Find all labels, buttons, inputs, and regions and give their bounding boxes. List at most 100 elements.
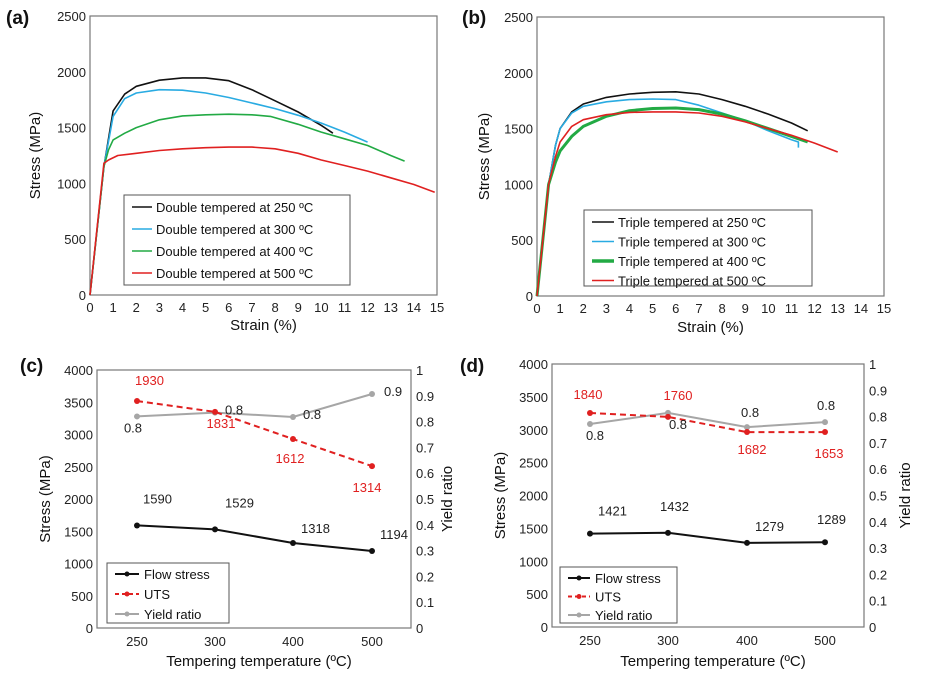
x-tick-label: 11: [785, 301, 799, 316]
series-line: [89, 146, 435, 296]
y-tick-label: 2000: [57, 65, 86, 80]
series-line: [89, 77, 334, 296]
legend-label: Double tempered at 500 ºC: [156, 266, 313, 281]
data-point: [744, 539, 750, 546]
series-line: [89, 113, 405, 296]
y-tick-label: 0: [526, 289, 533, 304]
y-axis-label: Stress (MPa): [476, 113, 493, 201]
legend-label: UTS: [595, 590, 621, 605]
y2-tick-label: 0.1: [869, 594, 887, 609]
data-label: 0.8: [817, 398, 835, 413]
data-point: [587, 409, 593, 416]
x-tick-label: 14: [407, 300, 421, 315]
x-tick-label: 0: [86, 300, 93, 315]
x-tick-label: 4: [179, 300, 186, 315]
x-tick-label: 6: [672, 301, 679, 316]
legend: Double tempered at 250 ºC Double tempered…: [123, 194, 351, 286]
y2-tick-label: 0: [416, 621, 423, 636]
data-point: [665, 413, 671, 420]
data-point: [369, 547, 375, 554]
legend: Flow stress UTS Yield ratio: [106, 562, 230, 624]
chart-panel-c: (c)05001000150020002500300035004000Stres…: [20, 356, 456, 670]
legend-label: Triple tempered at 250 ºC: [618, 215, 766, 230]
data-label: 1279: [755, 519, 784, 534]
y-tick-label: 1500: [504, 122, 533, 137]
legend-label: Flow stress: [595, 571, 661, 586]
data-point: [744, 429, 750, 436]
legend: Flow stress UTS Yield ratio: [559, 566, 678, 624]
y-tick-label: 2500: [64, 460, 93, 475]
y-tick-label: 1000: [64, 557, 93, 572]
series-line: [589, 412, 825, 434]
data-label: 1930: [135, 373, 164, 388]
y2-tick-label: 1: [416, 363, 423, 378]
x-tick-label: 15: [430, 300, 444, 315]
data-point: [587, 530, 593, 537]
series-line: [136, 393, 373, 419]
x-tick-label: 0: [533, 301, 540, 316]
x-tick-label: 250: [126, 634, 148, 649]
y-tick-label: 2500: [504, 10, 533, 25]
x-tick-label: 12: [360, 300, 374, 315]
y-tick-label: 3500: [64, 395, 93, 410]
legend-label: Triple tempered at 300 ºC: [618, 235, 766, 250]
series-line: [89, 88, 368, 296]
legend-box: [583, 209, 813, 287]
y2-tick-label: 0.6: [416, 466, 434, 481]
x-tick-label: 300: [657, 633, 679, 648]
series-line: [589, 531, 826, 544]
x-tick-label: 9: [295, 300, 302, 315]
legend-label: Double tempered at 400 ºC: [156, 244, 313, 259]
data-label: 0.8: [303, 407, 321, 422]
legend-label: Triple tempered at 500 ºC: [618, 274, 766, 289]
x-tick-label: 300: [204, 634, 226, 649]
x-tick-label: 400: [736, 633, 758, 648]
x-tick-label: 1: [110, 300, 117, 315]
data-label: 0.8: [124, 420, 142, 435]
y-tick-label: 2500: [519, 456, 548, 471]
series-line: [536, 111, 838, 297]
x-axis-label: Tempering temperature (ºC): [620, 653, 806, 670]
x-tick-label: 5: [202, 300, 209, 315]
x-axis-label: Tempering temperature (ºC): [166, 653, 352, 670]
y2-tick-label: 0.3: [869, 541, 887, 556]
y2-tick-label: 0.4: [869, 515, 887, 530]
data-label: 1612: [276, 451, 305, 466]
legend-label: Triple tempered at 400 ºC: [618, 254, 766, 269]
y2-tick-label: 0.5: [416, 492, 434, 507]
y2-tick-label: 0.2: [416, 569, 434, 584]
panel-label: (b): [462, 8, 486, 29]
y-tick-label: 1000: [504, 177, 533, 192]
x-tick-label: 14: [854, 301, 868, 316]
y-tick-label: 500: [526, 587, 548, 602]
y2-tick-label: 0.6: [869, 462, 887, 477]
plot-area: [551, 363, 865, 628]
y-tick-label: 1500: [57, 121, 86, 136]
y2-tick-label: 1: [869, 357, 876, 372]
x-tick-label: 3: [603, 301, 610, 316]
y-tick-label: 4000: [64, 363, 93, 378]
x-tick-label: 4: [626, 301, 633, 316]
data-point: [134, 397, 140, 404]
data-label: 1590: [143, 491, 172, 506]
data-label: 0.8: [669, 417, 687, 432]
x-tick-label: 8: [718, 301, 725, 316]
data-point: [744, 424, 750, 431]
y2-tick-label: 0: [869, 620, 876, 635]
y2-tick-label: 0.2: [869, 567, 887, 582]
data-point: [822, 539, 828, 546]
legend-label: UTS: [144, 587, 170, 602]
y2-tick-label: 0.9: [869, 383, 887, 398]
legend-marker: [576, 575, 582, 581]
data-label: 1760: [664, 388, 693, 403]
y-tick-label: 500: [511, 233, 533, 248]
x-tick-label: 13: [830, 301, 844, 316]
data-label: 1194: [380, 527, 408, 542]
data-point: [290, 539, 296, 546]
x-axis-label: Strain (%): [677, 319, 744, 336]
y2-tick-label: 0.1: [416, 595, 434, 610]
x-tick-label: 500: [361, 634, 383, 649]
x-tick-label: 13: [383, 300, 397, 315]
x-tick-label: 3: [156, 300, 163, 315]
